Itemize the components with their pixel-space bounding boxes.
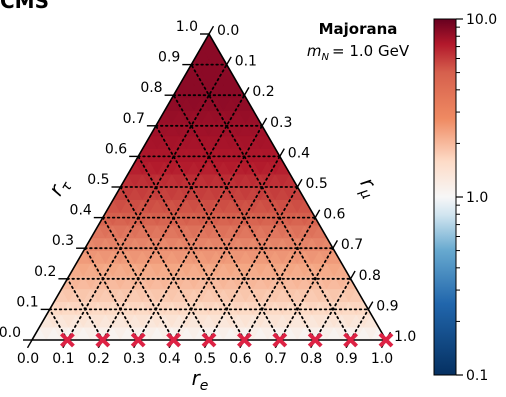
grid-line xyxy=(154,124,281,341)
right-tick-label: 0.6 xyxy=(323,207,345,223)
left-tick-label: 0.1 xyxy=(16,294,38,310)
bottom-tick-label: 0.8 xyxy=(300,351,322,367)
right-tick-label: 0.4 xyxy=(288,145,310,161)
grid-line xyxy=(137,124,264,341)
heatmap-cell xyxy=(201,33,217,48)
right-tick-label: 0.9 xyxy=(376,298,398,314)
bottom-tick-label: 0.3 xyxy=(123,351,145,367)
grid-line xyxy=(190,63,352,341)
bottom-tick-label: 0.1 xyxy=(52,351,74,367)
excluded-marker xyxy=(166,332,182,348)
excluded-marker xyxy=(95,332,111,348)
excluded-marker xyxy=(130,332,146,348)
right-tick xyxy=(367,301,374,310)
colorbar-tick-label: 0.1 xyxy=(466,368,488,384)
left-tick-label: 0.8 xyxy=(140,80,162,96)
excluded-marker xyxy=(236,332,252,348)
bottom-tick-label: 0.2 xyxy=(88,351,110,367)
right-tick-label: 0.2 xyxy=(252,84,274,100)
right-tick-label: 0.5 xyxy=(306,176,328,192)
heatmap-cells xyxy=(31,33,387,341)
excluded-marker xyxy=(59,332,75,348)
left-tick-label: 0.5 xyxy=(87,172,109,188)
excluded-marker xyxy=(378,332,394,348)
right-tick-label: 0.7 xyxy=(341,237,363,253)
right-tick xyxy=(208,25,215,35)
grid-line xyxy=(101,216,175,341)
annotation-mass: mN = 1.0 GeV xyxy=(307,42,410,63)
left-tick-label: 0.2 xyxy=(34,264,56,280)
right-tick-label: 0.3 xyxy=(270,115,292,131)
right-tick-label: 0.0 xyxy=(217,23,239,39)
right-axis-label: rμ xyxy=(352,173,385,202)
excluded-marker xyxy=(201,332,217,348)
bottom-tick-label: 0.6 xyxy=(229,351,251,367)
right-tick xyxy=(279,148,285,157)
colorbar-ticks: 0.1 1.0 10.0 xyxy=(456,12,497,384)
annotation-model: Majorana xyxy=(319,20,398,38)
grid-line xyxy=(119,186,210,341)
ternary-grid xyxy=(48,63,370,341)
right-tick xyxy=(261,117,268,127)
right-tick-label: 0.8 xyxy=(359,268,381,284)
excluded-marker xyxy=(343,332,359,348)
right-tick-label: 1.0 xyxy=(394,329,416,345)
right-tick xyxy=(332,240,339,249)
right-tick xyxy=(243,87,250,96)
grid-line xyxy=(66,63,228,341)
experiment-label: CMS xyxy=(0,0,49,13)
bottom-tick-label: 0.5 xyxy=(194,351,216,367)
bottom-tick-label: 0.4 xyxy=(158,351,180,367)
excluded-marker xyxy=(307,332,323,348)
left-tick-label: 1.0 xyxy=(176,19,198,35)
colorbar-tick-label: 1.0 xyxy=(466,190,488,206)
left-tick-label: 0.9 xyxy=(158,50,180,66)
colorbar-tick-label: 10.0 xyxy=(466,12,497,28)
grid-line xyxy=(172,94,317,341)
left-tick-label: 0.6 xyxy=(105,141,127,157)
grid-line xyxy=(208,186,299,341)
right-tick xyxy=(296,178,303,188)
colorbar-gradient xyxy=(433,18,457,376)
bottom-tick xyxy=(26,339,33,349)
right-tick xyxy=(226,56,232,65)
colorbar: 0.1 1.0 10.0 xyxy=(433,12,497,384)
right-tick xyxy=(349,270,356,280)
left-tick-label: 0.0 xyxy=(0,325,21,341)
grid-line xyxy=(137,155,246,341)
bottom-tick-label: 0.7 xyxy=(265,351,287,367)
left-tick-label: 0.4 xyxy=(70,203,92,219)
bottom-tick-label: 1.0 xyxy=(371,351,393,367)
left-tick-label: 0.3 xyxy=(52,233,74,249)
bottom-axis-label: re xyxy=(192,366,209,393)
excluded-marker xyxy=(272,332,288,348)
excluded-markers xyxy=(59,332,394,348)
left-tick-label: 0.7 xyxy=(123,111,145,127)
bottom-tick-label: 0.9 xyxy=(335,351,357,367)
right-tick-label: 0.1 xyxy=(235,54,257,70)
bottom-tick-label: 0.0 xyxy=(17,351,39,367)
right-tick xyxy=(314,209,321,218)
left-axis-label: rτ xyxy=(43,173,76,202)
grid-line xyxy=(66,277,104,341)
axis-ticks: 0.0 0.0 1.0 0.1 0.1 0.9 0.2 0.2 0.8 0.3 0.3 0.7 0.4 0… xyxy=(0,19,416,367)
